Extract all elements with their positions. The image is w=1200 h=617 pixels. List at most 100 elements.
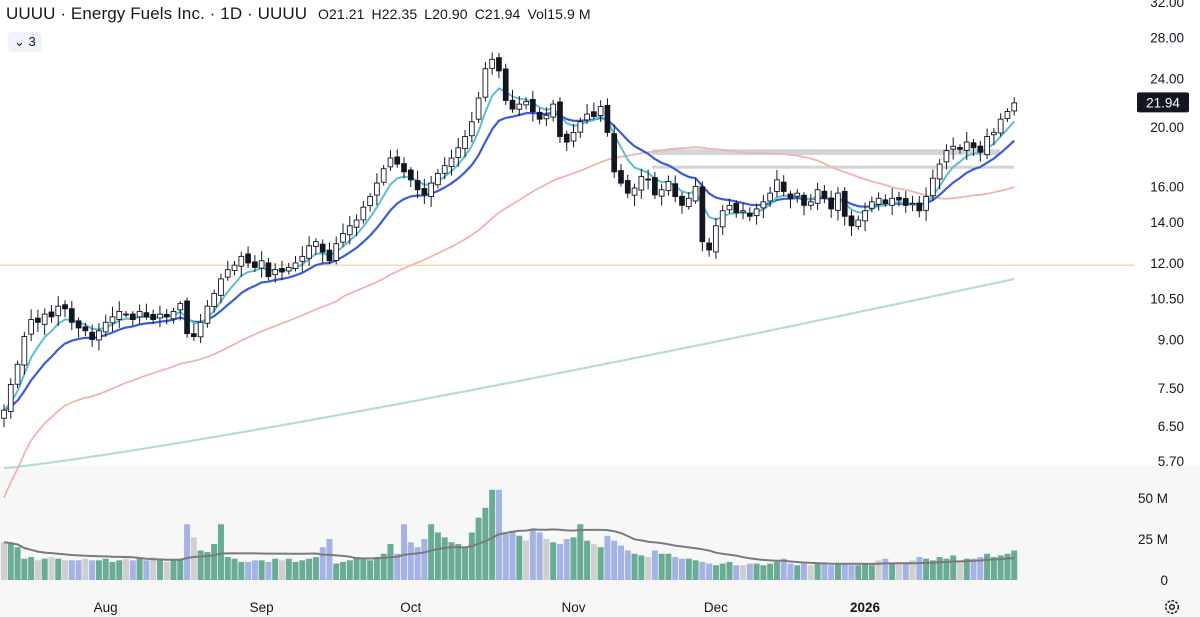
volume-bar — [814, 563, 821, 580]
volume-bar — [55, 558, 62, 580]
volume-bar — [306, 558, 313, 580]
current-price-label: 21.94 — [1146, 95, 1180, 110]
candle-body — [252, 261, 258, 268]
candle-body — [909, 203, 916, 206]
volume-bar — [1011, 550, 1018, 580]
volume-bar — [760, 565, 767, 580]
volume-bar — [1, 542, 7, 580]
volume-bar — [794, 565, 801, 580]
candle-body — [794, 192, 801, 197]
candle-body — [14, 363, 21, 385]
volume-bar — [875, 560, 882, 580]
volume-bar — [990, 557, 997, 580]
candle-body — [536, 111, 543, 120]
candle-body — [360, 206, 367, 221]
candle-body — [672, 183, 679, 198]
volume-bar — [62, 560, 69, 580]
volume-bar — [272, 558, 279, 580]
candle-body — [326, 249, 333, 262]
candle-body — [638, 176, 645, 191]
candle-body — [692, 185, 699, 202]
candle-body — [421, 188, 428, 196]
candle-body — [333, 243, 340, 261]
volume-bar — [224, 557, 231, 580]
close-value: C21.94 — [474, 6, 521, 22]
candle-body — [435, 172, 441, 186]
candle-body — [855, 219, 862, 227]
candle-body — [299, 255, 306, 262]
indicators-toggle[interactable]: ⌄ 3 — [8, 32, 42, 52]
candle-body — [902, 197, 909, 206]
volume-bar — [136, 558, 143, 580]
candle-body — [746, 212, 753, 217]
volume-bar — [516, 535, 523, 580]
volume-bar — [767, 563, 774, 580]
candle-body — [448, 157, 455, 167]
volume-bar — [651, 550, 658, 580]
candle-body — [631, 187, 638, 196]
candle-body — [611, 133, 618, 173]
candle-body — [740, 210, 746, 213]
volume-bar — [862, 563, 869, 580]
candle-body — [665, 181, 672, 192]
volume-bar — [285, 558, 292, 580]
candle-body — [889, 197, 896, 206]
volume-bar — [746, 563, 753, 580]
volume-bar — [692, 560, 699, 580]
candle-body — [685, 197, 692, 208]
candle-body — [136, 311, 143, 318]
candle-body — [502, 68, 509, 101]
candle-body — [896, 197, 902, 201]
volume-axis-label: 25 M — [1138, 532, 1168, 547]
candle-body — [482, 68, 489, 98]
low-value: L20.90 — [424, 6, 468, 22]
volume-bar — [163, 561, 170, 580]
candle-body — [970, 142, 977, 149]
volume-bar — [89, 560, 96, 580]
candle-body — [75, 320, 82, 329]
volume-bar — [489, 489, 496, 580]
volume-bar — [570, 537, 577, 580]
candle-body — [129, 313, 136, 321]
candle-body — [848, 215, 855, 227]
volume-bar — [353, 557, 360, 580]
candle-body — [475, 97, 482, 120]
candle-body — [380, 168, 387, 183]
volume-bar — [706, 563, 713, 580]
volume-axis-label: 0 — [1160, 573, 1168, 588]
volume-bar — [841, 563, 848, 580]
volume-bar — [292, 561, 299, 580]
gear-icon[interactable] — [1163, 598, 1181, 616]
candle-body — [292, 262, 299, 269]
volume-bar — [773, 561, 780, 580]
volume-bar — [95, 560, 102, 580]
price-axis-label: 24.00 — [1150, 72, 1184, 87]
volume-bar — [245, 561, 252, 580]
volume-bar — [529, 529, 536, 580]
candle-body — [977, 145, 984, 153]
volume-bar — [150, 557, 157, 580]
high-value: H22.35 — [371, 6, 418, 22]
volume-bar — [428, 524, 435, 580]
candle-body — [814, 189, 821, 204]
price-axis-label: 14.00 — [1150, 215, 1184, 230]
candle-body — [604, 104, 611, 133]
candle-body — [68, 308, 75, 323]
candle-body — [509, 99, 516, 110]
volume-bar — [665, 553, 672, 580]
volume-bar — [997, 555, 1004, 580]
time-axis-label: Dec — [704, 600, 728, 615]
price-axis-label: 7.50 — [1158, 381, 1184, 396]
candle-body — [516, 103, 523, 110]
volume-bar — [462, 547, 469, 580]
volume-bar — [733, 565, 740, 580]
candle-body — [313, 241, 319, 247]
candle-body — [1004, 111, 1011, 119]
volume-bar — [726, 561, 733, 580]
candle-body — [258, 260, 265, 269]
volume-bar — [414, 547, 421, 580]
candle-body — [414, 180, 421, 191]
candle-body — [875, 197, 882, 205]
volume-bar — [577, 524, 584, 580]
